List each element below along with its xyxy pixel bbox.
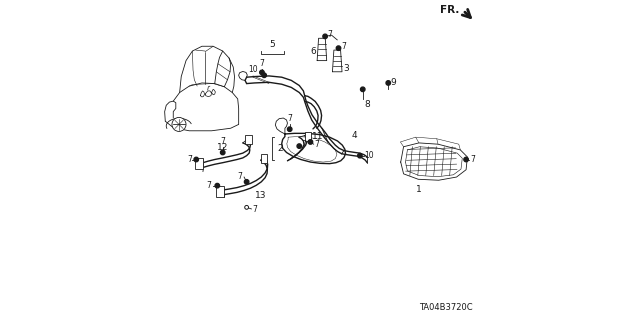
Text: 10: 10 bbox=[248, 65, 258, 74]
Text: 3: 3 bbox=[344, 64, 349, 73]
Text: TA04B3720C: TA04B3720C bbox=[419, 303, 473, 312]
Bar bbox=[195, 158, 204, 169]
Circle shape bbox=[262, 73, 266, 78]
Text: 7: 7 bbox=[237, 172, 242, 181]
Text: 9: 9 bbox=[390, 78, 396, 87]
Text: 11: 11 bbox=[312, 132, 324, 141]
Text: 7: 7 bbox=[470, 155, 475, 164]
Circle shape bbox=[360, 87, 365, 92]
Text: 7: 7 bbox=[259, 59, 264, 68]
Text: 7: 7 bbox=[302, 140, 307, 149]
Text: 7: 7 bbox=[207, 181, 212, 190]
Text: 7: 7 bbox=[220, 137, 225, 146]
Bar bbox=[261, 154, 268, 163]
Circle shape bbox=[386, 81, 390, 85]
Text: FR.: FR. bbox=[440, 5, 460, 15]
Circle shape bbox=[244, 205, 248, 209]
Circle shape bbox=[358, 153, 362, 158]
Text: 8: 8 bbox=[365, 100, 371, 109]
Circle shape bbox=[172, 117, 186, 131]
Circle shape bbox=[323, 34, 327, 39]
Text: 2: 2 bbox=[278, 144, 284, 153]
Text: 7: 7 bbox=[287, 115, 292, 123]
Circle shape bbox=[287, 127, 292, 131]
Text: 7: 7 bbox=[314, 140, 319, 149]
Circle shape bbox=[464, 157, 468, 162]
Text: 7: 7 bbox=[341, 42, 346, 51]
Text: 10: 10 bbox=[365, 151, 374, 160]
Circle shape bbox=[220, 150, 225, 155]
Bar bbox=[216, 186, 224, 197]
Text: 4: 4 bbox=[351, 131, 357, 140]
Circle shape bbox=[308, 140, 313, 144]
Bar bbox=[305, 132, 311, 141]
Text: 12: 12 bbox=[217, 143, 228, 152]
Circle shape bbox=[297, 144, 301, 148]
Text: 5: 5 bbox=[269, 41, 275, 49]
Circle shape bbox=[244, 180, 249, 184]
Text: 6: 6 bbox=[310, 47, 316, 56]
Circle shape bbox=[215, 183, 220, 188]
Circle shape bbox=[260, 70, 264, 75]
Text: 13: 13 bbox=[255, 191, 266, 200]
Text: 7: 7 bbox=[252, 205, 257, 214]
Text: 7: 7 bbox=[328, 30, 333, 39]
Bar bbox=[245, 135, 252, 144]
Circle shape bbox=[194, 157, 198, 162]
Circle shape bbox=[336, 46, 340, 50]
Text: 7: 7 bbox=[187, 155, 192, 164]
Text: 1: 1 bbox=[416, 185, 422, 194]
